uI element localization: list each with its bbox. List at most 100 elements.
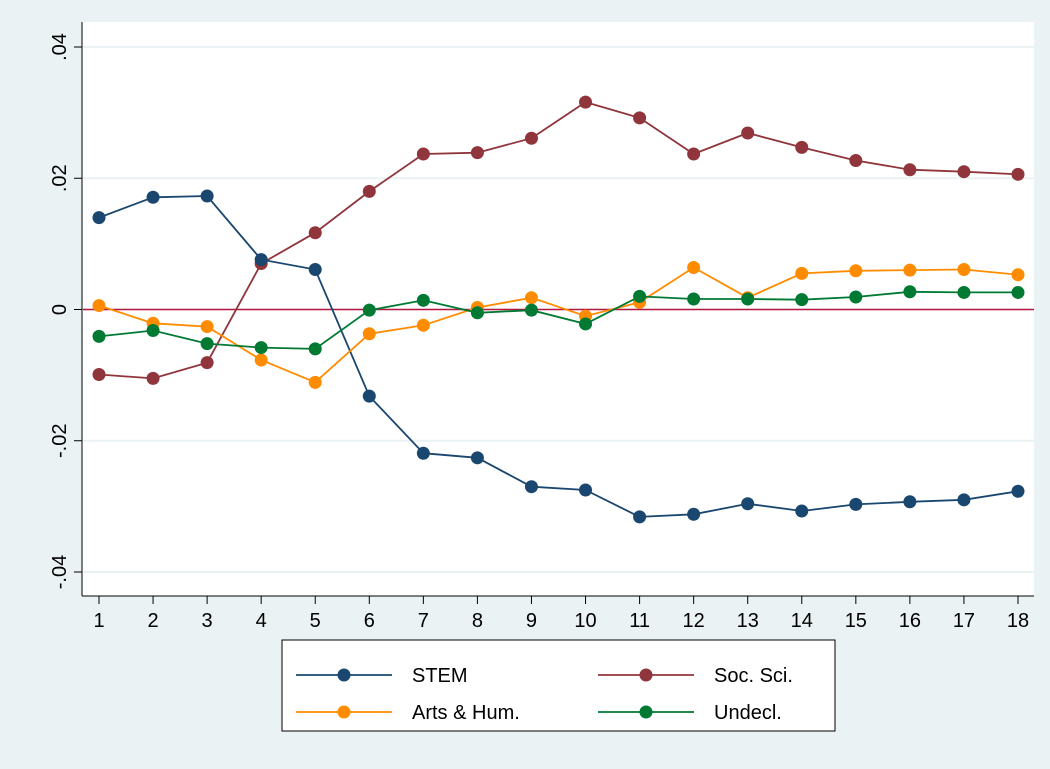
legend-item-soc-sci: Soc. Sci. [598, 665, 793, 687]
x-tick-label: 13 [737, 610, 759, 632]
data-point [633, 111, 647, 125]
data-point [957, 493, 971, 507]
x-tick-label: 11 [629, 610, 650, 632]
data-point [470, 306, 484, 320]
series-soc-sci [92, 95, 1025, 385]
data-point [416, 293, 430, 307]
y-tick-label: -.04 [49, 555, 71, 589]
x-tick-label: 1 [93, 610, 104, 632]
data-point [579, 317, 593, 331]
legend-item-stem: STEM [296, 665, 468, 687]
data-point [687, 292, 701, 306]
data-point [903, 495, 917, 509]
data-point [957, 285, 971, 299]
series-line-undecl [98, 290, 1018, 350]
data-point [1011, 285, 1025, 299]
data-point [633, 510, 647, 524]
series-line-arts-hum [98, 266, 1019, 384]
data-point [362, 327, 376, 341]
series-arts-hum [92, 261, 1025, 389]
data-point [362, 389, 376, 403]
data-point [1011, 167, 1025, 181]
data-point [254, 253, 268, 267]
data-point [579, 95, 593, 109]
series-group [92, 95, 1025, 524]
data-point [741, 292, 755, 306]
data-point [200, 189, 214, 203]
data-point [903, 263, 917, 277]
x-tick-label: 6 [364, 610, 375, 632]
series-undecl [92, 285, 1025, 356]
data-point [92, 329, 106, 343]
legend-box [281, 639, 836, 732]
y-tick-label: .04 [49, 33, 71, 61]
x-tick-label: 12 [683, 610, 705, 632]
data-point [687, 507, 701, 521]
data-point [741, 497, 755, 511]
x-tick-label: 14 [791, 610, 813, 632]
data-point [903, 285, 917, 299]
data-point [795, 293, 809, 307]
x-tick-label: 16 [899, 610, 921, 632]
data-point [957, 165, 971, 179]
data-point [470, 451, 484, 465]
data-point [687, 261, 701, 274]
legend-marker [639, 705, 653, 719]
legend: STEM Soc. Sci. Arts & Hum. Undecl. [281, 639, 836, 732]
legend-item-arts-hum: Arts & Hum. [296, 702, 520, 724]
data-point [92, 367, 106, 381]
x-tick-label: 4 [256, 610, 267, 632]
data-point [741, 126, 755, 140]
data-point [524, 480, 538, 494]
data-point [903, 163, 917, 177]
x-tick-label: 10 [574, 610, 596, 632]
data-point [849, 264, 863, 278]
data-point [1011, 484, 1025, 498]
series-line-soc-sci [98, 101, 1019, 380]
data-point [146, 324, 160, 337]
legend-label: Arts & Hum. [412, 702, 520, 724]
data-point [362, 184, 376, 198]
data-point [849, 497, 863, 511]
data-point [92, 211, 106, 225]
legend-label: Soc. Sci. [714, 665, 793, 687]
legend-label: STEM [412, 665, 468, 687]
series-stem [92, 189, 1025, 524]
data-point [416, 318, 430, 332]
data-point [687, 147, 701, 161]
data-point [849, 154, 863, 168]
data-point [200, 356, 214, 370]
x-tick-label: 18 [1007, 610, 1029, 632]
data-point [146, 371, 160, 385]
data-point [308, 262, 322, 276]
data-point [579, 483, 593, 497]
data-point [524, 303, 538, 317]
x-tick-label: 2 [147, 610, 158, 632]
series-line-stem [98, 195, 1019, 518]
y-tick-label: .02 [49, 164, 71, 192]
data-point [254, 341, 268, 355]
x-tick-label: 15 [845, 610, 867, 632]
x-tick-label: 3 [202, 610, 213, 632]
data-point [308, 375, 322, 389]
data-point [92, 299, 106, 313]
data-point [470, 146, 484, 160]
data-point [362, 303, 376, 317]
data-point [524, 291, 538, 305]
data-point [416, 147, 430, 161]
data-point [1011, 268, 1025, 282]
data-point [795, 140, 809, 154]
data-point [416, 446, 430, 460]
data-point [795, 266, 809, 280]
x-tick-label: 5 [310, 610, 321, 632]
legend-marker [639, 668, 653, 682]
data-point [200, 320, 214, 334]
legend-marker [337, 668, 351, 682]
data-point [200, 337, 214, 351]
data-point [849, 290, 863, 304]
y-tick-label: -.02 [49, 424, 71, 458]
data-point [308, 342, 322, 356]
legend-marker [337, 705, 351, 719]
x-tick-label: 7 [418, 610, 429, 632]
